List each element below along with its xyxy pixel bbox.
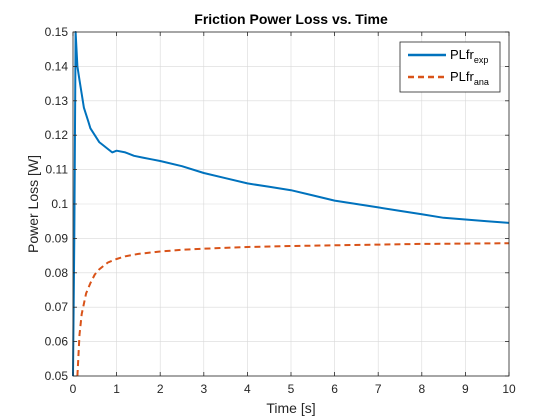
- y-tick-label: 0.12: [45, 128, 69, 142]
- x-tick-label: 8: [418, 382, 425, 396]
- x-tick-label: 9: [462, 382, 469, 396]
- axis-ticks: 0 1 2 3 4 5 6 7 8 9 10 0.05 0.06 0.07 0.08 0.09 0.1 0.11 0…: [45, 25, 516, 396]
- legend-entry-ana: PLfrana: [450, 69, 489, 87]
- legend-entry-exp-subscript: exp: [474, 55, 489, 65]
- y-axis-label: Power Loss [W]: [25, 155, 41, 253]
- y-tick-label: 0.11: [46, 163, 69, 177]
- x-tick-label: 5: [288, 382, 295, 396]
- y-tick-label: 0.14: [45, 59, 69, 73]
- legend-entry-ana-name: PLfr: [450, 69, 475, 84]
- series-line-exp: [72, 31, 510, 377]
- x-tick-label: 4: [244, 382, 251, 396]
- x-tick-label: 10: [502, 382, 516, 396]
- x-tick-label: 3: [200, 382, 207, 396]
- y-tick-label: 0.1: [51, 197, 68, 211]
- x-tick-label: 6: [331, 382, 338, 396]
- y-tick-label: 0.06: [45, 335, 69, 349]
- legend: PLfrexp PLfrana: [399, 41, 501, 93]
- legend-entry-exp: PLfrexp: [450, 47, 488, 65]
- legend-entry-ana-subscript: ana: [474, 77, 489, 87]
- x-tick-label: 7: [375, 382, 382, 396]
- x-axis-label: Time [s]: [266, 400, 315, 416]
- chart-title: Friction Power Loss vs. Time: [194, 11, 388, 27]
- y-tick-label: 0.13: [45, 94, 69, 108]
- series-line-ana: [76, 242, 510, 377]
- y-tick-label: 0.09: [45, 231, 69, 245]
- legend-entry-exp-name: PLfr: [450, 47, 475, 62]
- x-tick-label: 1: [113, 382, 120, 396]
- y-tick-label: 0.08: [45, 266, 69, 280]
- y-tick-label: 0.15: [45, 25, 69, 39]
- x-tick-label: 2: [157, 382, 164, 396]
- x-tick-label: 0: [70, 382, 77, 396]
- legend-box: [399, 41, 501, 93]
- series-layer: [72, 31, 510, 377]
- y-tick-label: 0.05: [45, 369, 69, 383]
- y-tick-label: 0.07: [45, 300, 69, 314]
